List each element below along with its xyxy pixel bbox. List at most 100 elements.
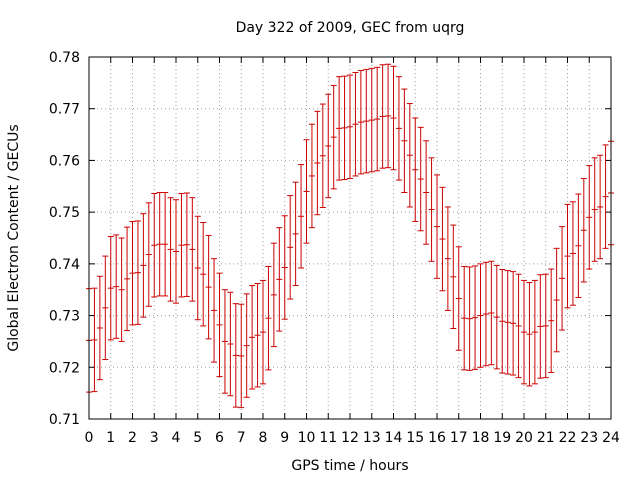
x-tick-label: 22 (559, 430, 577, 446)
error-bar-point (385, 63, 392, 169)
error-bar-point (444, 206, 451, 311)
error-bar-point (140, 213, 147, 318)
error-bar-point (531, 279, 538, 385)
x-tick-label: 10 (298, 430, 316, 446)
error-bar-point (368, 67, 375, 173)
x-tick-label: 15 (406, 430, 424, 446)
error-bar-point (336, 76, 343, 181)
error-bar-point (477, 263, 484, 368)
error-bar-point (559, 226, 566, 331)
x-tick-label: 20 (515, 430, 533, 446)
error-bar-point (314, 110, 321, 216)
error-bar-point (287, 195, 294, 300)
error-bar-point (113, 234, 120, 339)
error-bar-point (434, 174, 440, 279)
error-bar-point (341, 75, 348, 181)
error-bar-point (363, 68, 370, 174)
x-tick-label: 6 (215, 430, 224, 446)
x-tick-label: 7 (237, 430, 246, 446)
error-bar-point (167, 197, 174, 302)
error-bar-point (134, 220, 141, 325)
error-bar-point (330, 84, 337, 190)
y-tick-label: 0.76 (49, 153, 80, 169)
error-bar-point (145, 202, 152, 307)
error-bar-point (189, 197, 196, 302)
error-bar-point (428, 157, 435, 262)
x-tick-label: 8 (259, 430, 268, 446)
x-tick-label: 21 (537, 430, 555, 446)
error-bar-point (227, 291, 234, 397)
error-bar-point (526, 281, 533, 387)
error-bar-point (129, 220, 136, 326)
error-bar-point (194, 215, 201, 321)
error-bar-point (298, 164, 305, 269)
error-bar-point (118, 237, 125, 342)
x-tick-label: 5 (193, 430, 202, 446)
error-bar-point (575, 193, 582, 298)
error-bar-point (406, 103, 413, 208)
error-bar-point (499, 269, 506, 374)
x-tick-label: 3 (150, 430, 159, 446)
x-tick-label: 17 (450, 430, 468, 446)
error-bar-point (347, 74, 353, 180)
error-bar-point (521, 279, 527, 385)
error-bar-point (374, 66, 381, 172)
error-bar-point (586, 165, 593, 270)
error-bar-point (537, 274, 544, 379)
x-tick-label: 23 (580, 430, 598, 446)
x-tick-label: 11 (319, 430, 337, 446)
error-bar-point (455, 246, 462, 351)
error-bar-point (221, 289, 228, 394)
error-bar-point (515, 273, 522, 379)
error-bar-point (216, 272, 223, 378)
x-axis-label: GPS time / hours (291, 458, 408, 474)
error-bar-point (423, 140, 430, 245)
error-bar-point (260, 279, 266, 385)
error-bar-point (553, 247, 560, 353)
error-bar-point (412, 117, 419, 222)
error-bar-point (542, 273, 549, 379)
plot-frame (88, 56, 612, 420)
error-bar-point (102, 255, 109, 361)
error-bar-point (466, 266, 473, 371)
error-bar-point (439, 186, 446, 292)
error-bar-point (178, 193, 185, 298)
error-bar-point (569, 201, 576, 306)
x-tick-label: 9 (280, 430, 289, 446)
error-bar-point (417, 126, 424, 232)
chart-title: Day 322 of 2009, GEC from uqrg (236, 20, 465, 36)
error-bar-point (395, 76, 402, 181)
x-tick-label: 13 (363, 430, 381, 446)
error-bar-point (580, 178, 587, 283)
error-bar-point (265, 265, 272, 371)
error-bar-point (602, 144, 609, 249)
y-axis-label: Global Electron Content / GECUs (6, 124, 22, 351)
error-bar-point (401, 88, 408, 193)
error-bar-point (461, 265, 468, 371)
x-tick-label: 16 (428, 430, 446, 446)
error-bar-point (390, 65, 397, 171)
x-tick-label: 18 (472, 430, 490, 446)
error-bar-point (591, 157, 598, 262)
error-bar-point (124, 226, 131, 332)
error-bar-point (232, 303, 239, 408)
error-bar-point (183, 192, 190, 297)
error-bar-point (510, 271, 517, 376)
y-tick-label: 0.71 (49, 412, 80, 428)
error-bar-point (254, 283, 261, 388)
error-bar-point (162, 191, 169, 297)
error-bar-point (303, 139, 310, 244)
error-bar-point (249, 285, 256, 390)
error-bar-point (96, 275, 103, 381)
error-bar-series (86, 63, 614, 409)
error-bar-point (173, 199, 179, 304)
y-tick-label: 0.75 (49, 205, 80, 221)
error-bar-point (482, 261, 489, 367)
error-bar-point (243, 293, 250, 398)
error-bar-point (450, 224, 457, 329)
error-bar-point (91, 287, 98, 393)
error-bar-point (151, 193, 158, 298)
error-bar-point (292, 181, 299, 287)
error-bar-point (156, 191, 163, 297)
error-bar-point (352, 72, 359, 177)
